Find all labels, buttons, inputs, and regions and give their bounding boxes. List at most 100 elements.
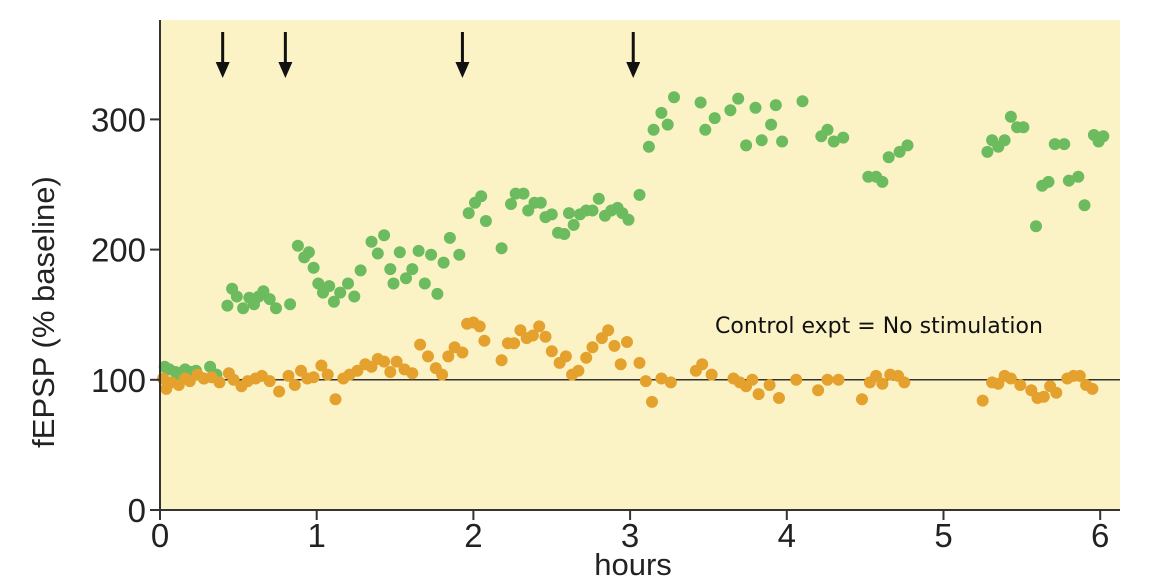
chart-annotation: Control expt = No stimulation [715, 314, 1043, 339]
data-point-stimulated [708, 112, 721, 125]
x-axis-title: hours [594, 547, 672, 582]
data-point-stimulated [431, 287, 444, 300]
data-point-stimulated [284, 298, 297, 311]
data-point-stimulated [425, 248, 438, 261]
data-point-control [1037, 390, 1050, 403]
data-point-control [876, 377, 889, 390]
data-point-stimulated [732, 92, 745, 105]
data-point-stimulated [323, 280, 336, 293]
data-point-stimulated [354, 264, 367, 277]
data-point-stimulated [400, 272, 412, 285]
data-point-control [533, 320, 546, 333]
data-point-control [1050, 386, 1063, 399]
data-point-control [442, 350, 455, 363]
data-point-stimulated [342, 277, 354, 290]
data-point-stimulated [647, 123, 660, 136]
data-point-control [773, 392, 785, 404]
data-point-stimulated [291, 239, 304, 252]
x-tick-label: 0 [151, 517, 169, 554]
data-point-stimulated [633, 188, 646, 201]
data-point-control [633, 356, 646, 369]
data-point-stimulated [1030, 220, 1042, 233]
data-point-stimulated [505, 198, 517, 210]
data-point-control [655, 372, 668, 385]
y-tick-label: 100 [91, 362, 146, 399]
data-point-control [763, 379, 776, 391]
data-point-control [213, 376, 226, 389]
data-point-control [646, 395, 658, 408]
data-point-control [390, 355, 403, 368]
data-point-control [1014, 379, 1027, 391]
data-point-control [602, 324, 615, 337]
data-point-stimulated [230, 290, 243, 303]
data-point-stimulated [837, 131, 850, 144]
data-series [157, 91, 1110, 408]
data-point-stimulated [443, 231, 456, 244]
data-point-control [752, 388, 765, 401]
data-point-control [856, 393, 868, 406]
data-point-control [378, 355, 391, 368]
data-point-control [572, 364, 585, 377]
data-point-control [422, 350, 434, 363]
data-point-stimulated [882, 151, 895, 164]
data-point-control [1086, 382, 1099, 395]
data-point-stimulated [1017, 121, 1030, 134]
x-tick-label: 4 [778, 517, 796, 554]
data-point-stimulated [1078, 199, 1091, 212]
data-point-stimulated [740, 139, 753, 152]
data-point-control [473, 320, 486, 333]
data-point-control [746, 373, 759, 386]
data-point-stimulated [453, 248, 466, 261]
data-point-control [273, 385, 286, 398]
data-point-stimulated [495, 242, 508, 255]
x-tick-label: 1 [308, 517, 326, 554]
data-point-stimulated [517, 187, 530, 200]
data-point-stimulated [371, 247, 384, 260]
data-point-stimulated [661, 118, 674, 131]
data-point-control [614, 358, 627, 371]
plot-background [160, 20, 1120, 510]
stimulation-arrow [626, 32, 641, 78]
data-point-control [696, 358, 709, 371]
data-point-stimulated [981, 145, 994, 158]
data-point-stimulated [558, 228, 571, 240]
data-point-stimulated [263, 293, 276, 306]
data-point-stimulated [827, 135, 840, 148]
data-point-control [508, 337, 521, 350]
stimulation-arrow [455, 32, 470, 78]
data-point-control [406, 367, 419, 380]
data-point-control [351, 364, 364, 377]
x-tick-label: 5 [934, 517, 952, 554]
data-point-stimulated [876, 175, 889, 188]
data-point-stimulated [406, 263, 419, 276]
data-point-control [621, 336, 633, 348]
data-point-stimulated [668, 91, 680, 104]
data-point-stimulated [1097, 130, 1110, 143]
data-point-control [1073, 369, 1086, 382]
data-point-control [414, 338, 427, 351]
series-stimulated [158, 91, 1110, 386]
data-point-stimulated [642, 140, 655, 153]
data-point-stimulated [545, 208, 558, 221]
data-point-control [790, 373, 803, 386]
data-point-stimulated [365, 235, 378, 248]
x-tick-label: 3 [621, 517, 639, 554]
data-point-stimulated [302, 246, 315, 259]
data-point-stimulated [412, 244, 425, 257]
data-point-stimulated [348, 290, 361, 303]
data-point-control [384, 366, 397, 378]
data-point-control [976, 394, 989, 407]
data-point-control [539, 330, 552, 343]
data-point-stimulated [270, 302, 282, 315]
data-point-control [307, 371, 320, 384]
data-point-stimulated [393, 246, 406, 259]
data-point-stimulated [334, 286, 347, 299]
data-point-control [821, 373, 834, 386]
data-point-stimulated [462, 207, 475, 220]
data-point-stimulated [821, 123, 834, 136]
data-point-stimulated [384, 263, 397, 276]
data-point-control [545, 345, 558, 358]
data-point-stimulated [586, 204, 599, 217]
data-point-stimulated [418, 277, 431, 290]
